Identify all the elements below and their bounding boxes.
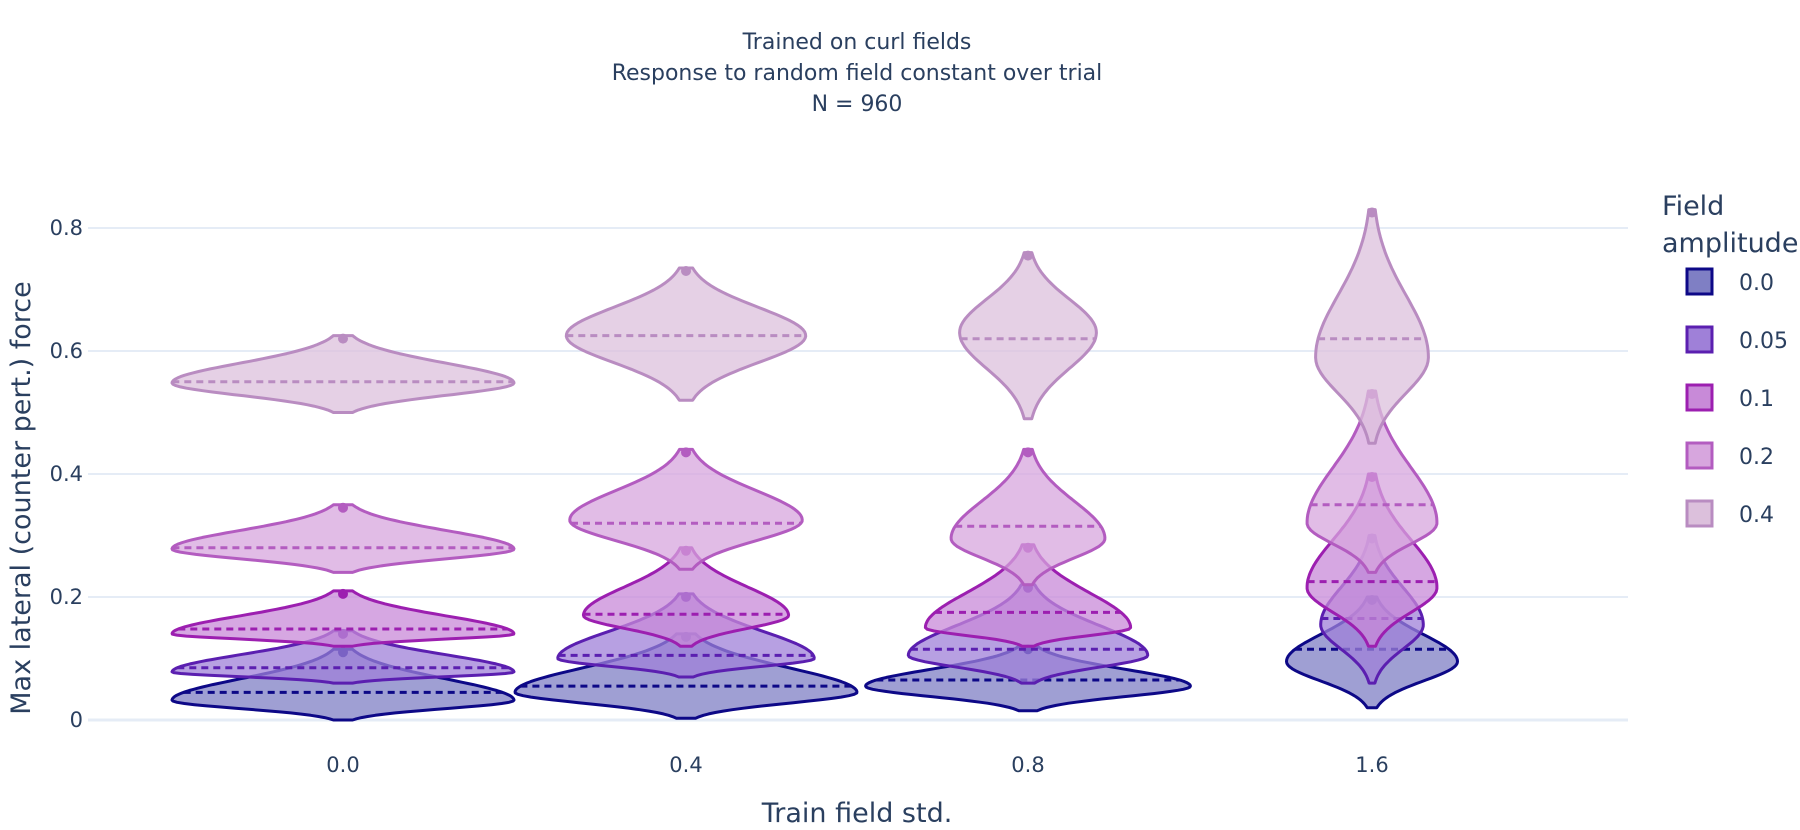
legend-swatch	[1685, 441, 1714, 470]
violin-0.1-at-0.0	[170, 589, 516, 648]
legend-swatch	[1685, 325, 1714, 354]
outlier-point	[1023, 447, 1033, 458]
legend-items: 0.0 0.05 0.1 0.2 0.4	[1685, 267, 1788, 528]
legend-title-line-2: amplitude	[1662, 228, 1798, 259]
y-tick-label: 0.4	[50, 462, 83, 486]
outlier-point	[681, 447, 691, 458]
legend-swatch	[1685, 383, 1714, 412]
legend-label: 0.2	[1739, 445, 1774, 470]
x-tick-label: 0.8	[1011, 753, 1044, 777]
legend-label: 0.4	[1739, 503, 1774, 528]
title-line-3: N = 960	[812, 92, 903, 117]
violin-0.2-at-0.4	[568, 447, 804, 571]
outlier-point	[1367, 207, 1377, 218]
outlier-point	[338, 502, 348, 513]
y-tick-label: 0	[70, 708, 83, 732]
y-tick-label: 0.6	[50, 339, 83, 363]
violin-0.2-at-0.0	[170, 503, 516, 574]
title-line-1: Trained on curl fields	[742, 30, 972, 55]
chart-title: Trained on curl fields Response to rando…	[612, 30, 1103, 117]
violin-0.2-at-0.8	[949, 447, 1107, 587]
outlier-point	[338, 333, 348, 344]
legend-swatch	[1685, 499, 1714, 528]
legend-swatch	[1685, 267, 1714, 296]
legend-item-0.1[interactable]: 0.1	[1685, 383, 1774, 412]
violin-0.4-at-0.4	[564, 266, 808, 402]
x-axis-ticks: 0.0 0.4 0.8 1.6	[326, 753, 1388, 777]
x-axis-title: Train field std.	[761, 798, 953, 829]
legend: Field amplitude 0.0 0.05 0.1 0.2 0.4	[1662, 191, 1798, 528]
legend-item-0.2[interactable]: 0.2	[1685, 441, 1774, 470]
legend-label: 0.05	[1739, 329, 1788, 354]
legend-item-0.05[interactable]: 0.05	[1685, 325, 1788, 354]
legend-label: 0.0	[1739, 271, 1774, 296]
title-line-2: Response to random field constant over t…	[612, 61, 1103, 86]
legend-item-0.0[interactable]: 0.0	[1685, 267, 1774, 296]
x-tick-label: 0.4	[669, 753, 702, 777]
y-tick-label: 0.8	[50, 216, 83, 240]
violins	[170, 207, 1459, 722]
outlier-point	[681, 265, 691, 276]
y-axis-title: Max lateral (counter pert.) force	[6, 281, 37, 715]
y-axis-ticks: 0 0.2 0.4 0.6 0.8	[50, 216, 83, 732]
y-tick-label: 0.2	[50, 585, 83, 609]
outlier-point	[338, 588, 348, 599]
x-tick-label: 0.0	[326, 753, 359, 777]
legend-item-0.4[interactable]: 0.4	[1685, 499, 1774, 528]
x-tick-label: 1.6	[1355, 753, 1388, 777]
legend-title-line-1: Field	[1662, 191, 1724, 222]
outlier-point	[1023, 250, 1033, 261]
violin-0.4-at-0.8	[958, 251, 1098, 421]
violin-0.4-at-0.0	[170, 334, 516, 414]
violin-0.4-at-1.6	[1314, 208, 1430, 445]
legend-label: 0.1	[1739, 387, 1774, 412]
